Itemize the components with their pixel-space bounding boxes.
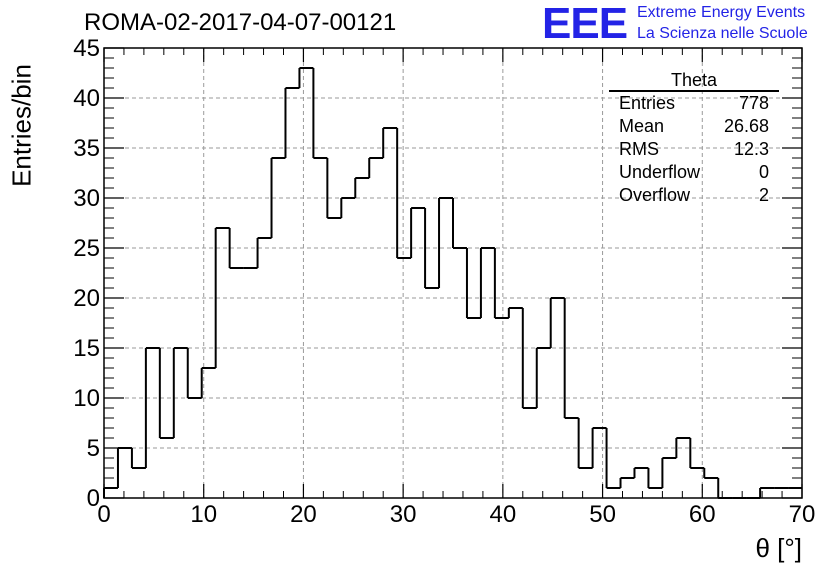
stats-row-mean: Mean 26.68 — [609, 115, 779, 138]
y-tick-label: 40 — [73, 85, 100, 112]
x-tick-label: 20 — [290, 501, 317, 528]
stats-value: 2 — [758, 185, 769, 205]
x-tick-label: 0 — [97, 501, 110, 528]
logo-subtitle-line1: Extreme Energy Events — [637, 4, 806, 21]
x-tick-label: 70 — [789, 501, 816, 528]
y-tick-label: 15 — [73, 335, 100, 362]
stats-row-entries: Entries 778 — [609, 92, 779, 115]
x-tick-label: 10 — [190, 501, 217, 528]
logo-subtitle-line2: La Scienza nelle Scuole — [637, 25, 808, 42]
x-tick-label: 60 — [689, 501, 716, 528]
axis-ticks — [103, 47, 803, 499]
y-tick-label: 30 — [73, 185, 100, 212]
stats-label: Mean — [619, 116, 665, 136]
y-tick-label: 5 — [87, 435, 100, 462]
plot-frame — [103, 47, 803, 499]
x-tick-label: 50 — [589, 501, 616, 528]
y-tick-label: 45 — [73, 35, 100, 62]
grid-lines — [104, 48, 802, 498]
x-tick-label: 40 — [490, 501, 517, 528]
stats-value: 778 — [738, 93, 769, 113]
stats-box: Theta Entries 778 Mean 26.68 RMS 12.3 Un… — [609, 70, 779, 207]
y-tick-label: 20 — [73, 285, 100, 312]
stats-label: RMS — [619, 139, 659, 159]
chart-title: ROMA-02-2017-04-07-00121 — [84, 9, 397, 36]
stats-value: 0 — [758, 162, 769, 182]
y-tick-label: 25 — [73, 235, 100, 262]
stats-row-rms: RMS 12.3 — [609, 138, 779, 161]
eee-logo: EEE — [542, 0, 628, 48]
stats-title: Theta — [609, 70, 779, 92]
histogram-bars — [103, 67, 802, 499]
y-tick-label: 0 — [87, 485, 100, 512]
y-tick-label: 10 — [73, 385, 100, 412]
x-axis-label: θ [°] — [755, 533, 802, 563]
x-tick-label: 30 — [390, 501, 417, 528]
y-tick-label: 35 — [73, 135, 100, 162]
stats-label: Entries — [619, 93, 676, 113]
stats-value: 26.68 — [723, 116, 769, 136]
stats-row-underflow: Underflow 0 — [609, 161, 779, 184]
stats-label: Underflow — [619, 162, 701, 182]
y-axis-label: Entries/bin — [6, 64, 37, 187]
stats-value: 12.3 — [733, 139, 769, 159]
stats-row-overflow: Overflow 2 — [609, 184, 779, 207]
stats-label: Overflow — [619, 185, 691, 205]
